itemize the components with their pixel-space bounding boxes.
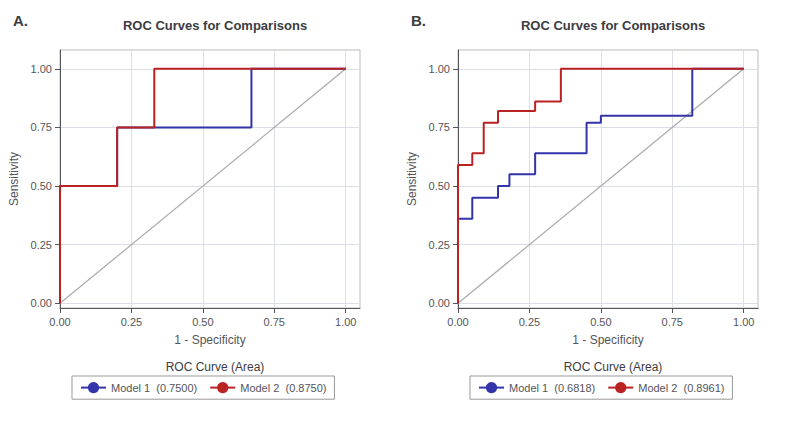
svg-text:1 - Specificity: 1 - Specificity [174, 333, 245, 347]
svg-text:0.75: 0.75 [264, 316, 285, 328]
svg-text:ROC Curve (Area): ROC Curve (Area) [564, 360, 663, 374]
svg-text:0.75: 0.75 [31, 121, 52, 133]
svg-text:1.00: 1.00 [733, 316, 754, 328]
svg-text:0.00: 0.00 [429, 297, 450, 309]
svg-text:Model 1 (0.6818): Model 1 (0.6818) [509, 382, 595, 394]
svg-text:A.: A. [13, 12, 28, 29]
svg-text:0.50: 0.50 [192, 316, 213, 328]
svg-text:Model 2 (0.8961): Model 2 (0.8961) [638, 382, 724, 394]
svg-text:0.00: 0.00 [31, 297, 52, 309]
svg-text:1.00: 1.00 [429, 63, 450, 75]
svg-text:ROC Curves for Comparisons: ROC Curves for Comparisons [521, 18, 705, 33]
svg-text:1.00: 1.00 [335, 316, 356, 328]
svg-text:0.00: 0.00 [49, 316, 70, 328]
svg-text:0.25: 0.25 [31, 239, 52, 251]
svg-text:Model 1 (0.7500): Model 1 (0.7500) [111, 382, 197, 394]
svg-text:0.50: 0.50 [31, 180, 52, 192]
svg-text:1 - Specificity: 1 - Specificity [572, 333, 643, 347]
svg-text:ROC Curves for Comparisons: ROC Curves for Comparisons [123, 18, 307, 33]
svg-text:Model 2 (0.8750): Model 2 (0.8750) [240, 382, 326, 394]
svg-text:Sensitivity: Sensitivity [7, 152, 21, 206]
svg-text:0.25: 0.25 [429, 239, 450, 251]
svg-text:0.50: 0.50 [590, 316, 611, 328]
svg-text:0.50: 0.50 [429, 180, 450, 192]
svg-text:Sensitivity: Sensitivity [405, 152, 419, 206]
svg-text:0.25: 0.25 [519, 316, 540, 328]
svg-text:B.: B. [411, 12, 426, 29]
svg-text:0.00: 0.00 [447, 316, 468, 328]
svg-text:0.25: 0.25 [121, 316, 142, 328]
svg-text:1.00: 1.00 [31, 63, 52, 75]
svg-text:0.75: 0.75 [429, 121, 450, 133]
svg-text:0.75: 0.75 [662, 316, 683, 328]
svg-text:ROC Curve (Area): ROC Curve (Area) [166, 360, 265, 374]
